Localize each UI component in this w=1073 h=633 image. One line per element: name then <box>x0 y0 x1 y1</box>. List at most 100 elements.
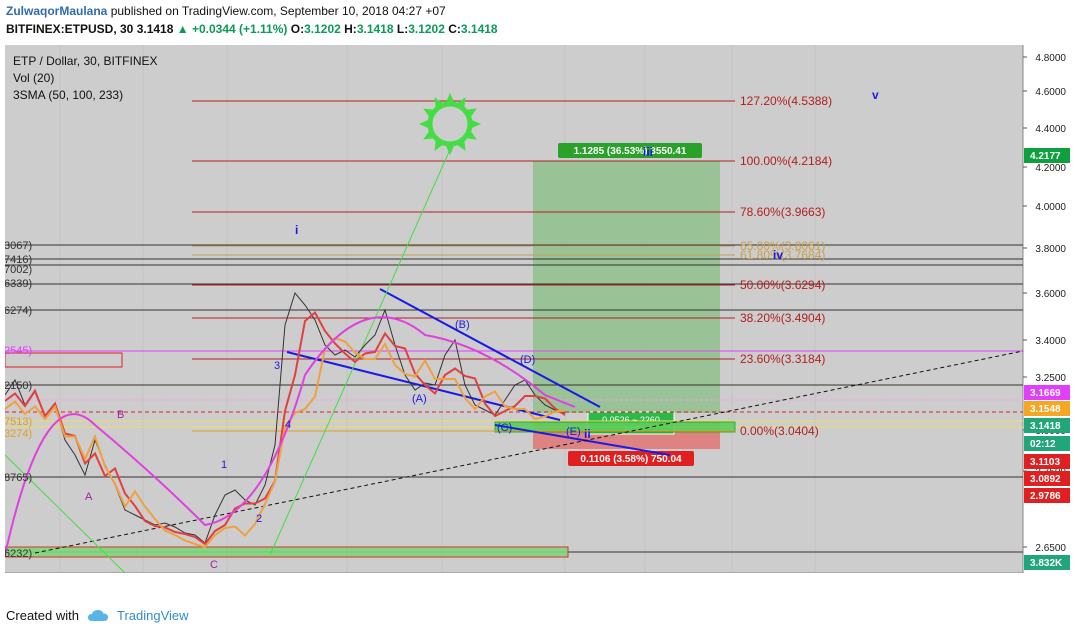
price-tag-label: 3.1103 <box>1030 457 1060 468</box>
price-change: +0.0344 (+1.11%) <box>191 22 288 36</box>
price-tag-label: 3.1418 <box>1030 421 1061 432</box>
trend-line <box>4 454 126 574</box>
wave-labels: iiiiiiivv12345ABC(A)(B)(C)(D)(E) <box>85 88 879 571</box>
left-level-label: 7513) <box>5 416 32 428</box>
open-label: O: <box>290 22 305 36</box>
footer: Created with TradingView <box>6 608 189 623</box>
close-label: C: <box>448 22 461 36</box>
wave-label: 2 <box>256 513 262 525</box>
price-tag-label: 3.0892 <box>1030 474 1061 485</box>
trend-line <box>379 288 601 408</box>
fibonacci-retracement: 127.20%(4.5388) 100.00%(4.2184) 78.60%(3.9… <box>192 94 832 438</box>
grid-lines <box>59 45 816 573</box>
high-value: 3.1418 <box>356 22 394 36</box>
fib-level-label: 100.00%(4.2184) <box>740 154 832 168</box>
wave-label: (A) <box>412 393 427 405</box>
author-name[interactable]: ZulwaqorMaulana <box>6 4 108 18</box>
publish-info: ZulwaqorMaulana published on TradingView… <box>6 4 446 18</box>
low-value: 3.1202 <box>408 22 445 36</box>
sma-slow <box>4 316 576 556</box>
left-level-label: 8765) <box>5 472 32 484</box>
wave-label: iii <box>643 145 653 159</box>
sun-ray <box>434 97 444 109</box>
sun-ray <box>456 139 466 151</box>
sun-ray <box>465 130 477 140</box>
price-tick-label: 3.2500 <box>1035 373 1066 384</box>
sun-ray <box>456 97 466 109</box>
price-tag-label: 4.2177 <box>1030 151 1061 162</box>
tradingview-link[interactable]: TradingView <box>116 608 189 623</box>
support-box <box>4 546 569 558</box>
price-tag-label: 3.1548 <box>1030 404 1061 415</box>
entry-label: 0.0526 ~ 2260 <box>602 415 660 425</box>
price-chart[interactable]: 1.1285 (36.53%) 3550.41 0.1106 (3.58%) 75… <box>4 45 1071 592</box>
left-level-label: 6274) <box>5 305 32 317</box>
sun-ray <box>419 119 430 129</box>
horizontal-levels <box>4 244 1023 558</box>
sma-mid <box>4 336 566 549</box>
left-level-label: 7002) <box>5 264 32 276</box>
fib-level-label: 78.60%(3.9663) <box>740 205 825 219</box>
wave-label: (E) <box>566 426 581 438</box>
sma-fast <box>4 310 566 546</box>
left-level-label: 3274) <box>5 428 32 440</box>
plot-background <box>5 45 1023 573</box>
price-tag <box>1024 488 1070 503</box>
fib-level-label: 65.00%(3.8061) <box>740 239 825 253</box>
price-tick-label: 3.8000 <box>1035 244 1066 255</box>
left-level-label: 6232) <box>5 548 32 560</box>
sma-lines <box>4 310 576 556</box>
wave-label: (D) <box>520 354 535 366</box>
fib-level-label: 0.00%(3.0404) <box>740 424 819 438</box>
open-value: 3.1202 <box>304 22 341 36</box>
wave-label: 3 <box>274 360 280 372</box>
wave-label: 1 <box>221 459 227 471</box>
fib-level-label: 61.80%(3.7684) <box>740 248 825 262</box>
stop-label: 0.1106 (3.58%) 750.04 <box>580 454 682 465</box>
price-tick-label: 4.8000 <box>1035 53 1066 64</box>
wave-label: (B) <box>455 319 470 331</box>
price-tick-label: 3.4000 <box>1035 336 1066 347</box>
sun-ray <box>445 144 455 155</box>
wave-label: B <box>117 409 124 421</box>
price-tag <box>1024 385 1070 400</box>
high-label: H: <box>344 22 357 36</box>
price-tag-label: 2.9786 <box>1030 491 1061 502</box>
wave-label: C <box>210 559 218 571</box>
wave-label: 4 <box>285 419 291 431</box>
symbol-label: BITFINEX:ETPUSD, 30 <box>6 22 134 36</box>
price-tag-label: 02:12 <box>1030 439 1056 450</box>
left-level-label: 2545) <box>5 345 32 357</box>
target-zone <box>533 161 720 413</box>
target-label-box <box>558 143 702 158</box>
price-tag-label: 3.832K <box>1030 558 1063 569</box>
wave-label: ii <box>584 427 591 441</box>
left-cut-labels: 3067) 7416)7002) 6339) 6274) 2545) 2150) 7513)… <box>4 240 32 560</box>
trend-line <box>494 424 671 456</box>
price-tag <box>1024 401 1070 416</box>
sun-core <box>427 101 473 147</box>
tradingview-cloud-icon <box>87 609 108 621</box>
low-label: L: <box>396 22 409 36</box>
wave-label: v <box>872 88 879 102</box>
price-tag <box>1024 148 1070 163</box>
legend-sma: 3SMA (50, 100, 233) <box>13 88 123 102</box>
sun-ray <box>423 130 435 140</box>
price-tag <box>1024 418 1070 433</box>
fib-level-label: 50.00%(3.6294) <box>740 278 825 292</box>
wave-label: i <box>295 223 298 237</box>
wave-label: iv <box>773 248 783 262</box>
entry-zone-box <box>494 421 736 433</box>
sun-ray <box>465 108 477 118</box>
sun-icon <box>419 93 481 155</box>
legend-title: ETP / Dollar, 30, BITFINEX <box>13 54 158 68</box>
price-tick-label: 4.4000 <box>1035 124 1066 135</box>
sun-ray <box>423 108 435 118</box>
price-tick-label: 2.6500 <box>1035 543 1066 554</box>
last-price: 3.1418 <box>136 22 174 36</box>
stop-label-box <box>568 451 694 466</box>
fib-level-label: 23.60%(3.3184) <box>740 352 825 366</box>
price-tick-label: 4.0000 <box>1035 202 1066 213</box>
price-tag <box>1024 436 1070 451</box>
left-level-label: 3067) <box>5 240 32 252</box>
